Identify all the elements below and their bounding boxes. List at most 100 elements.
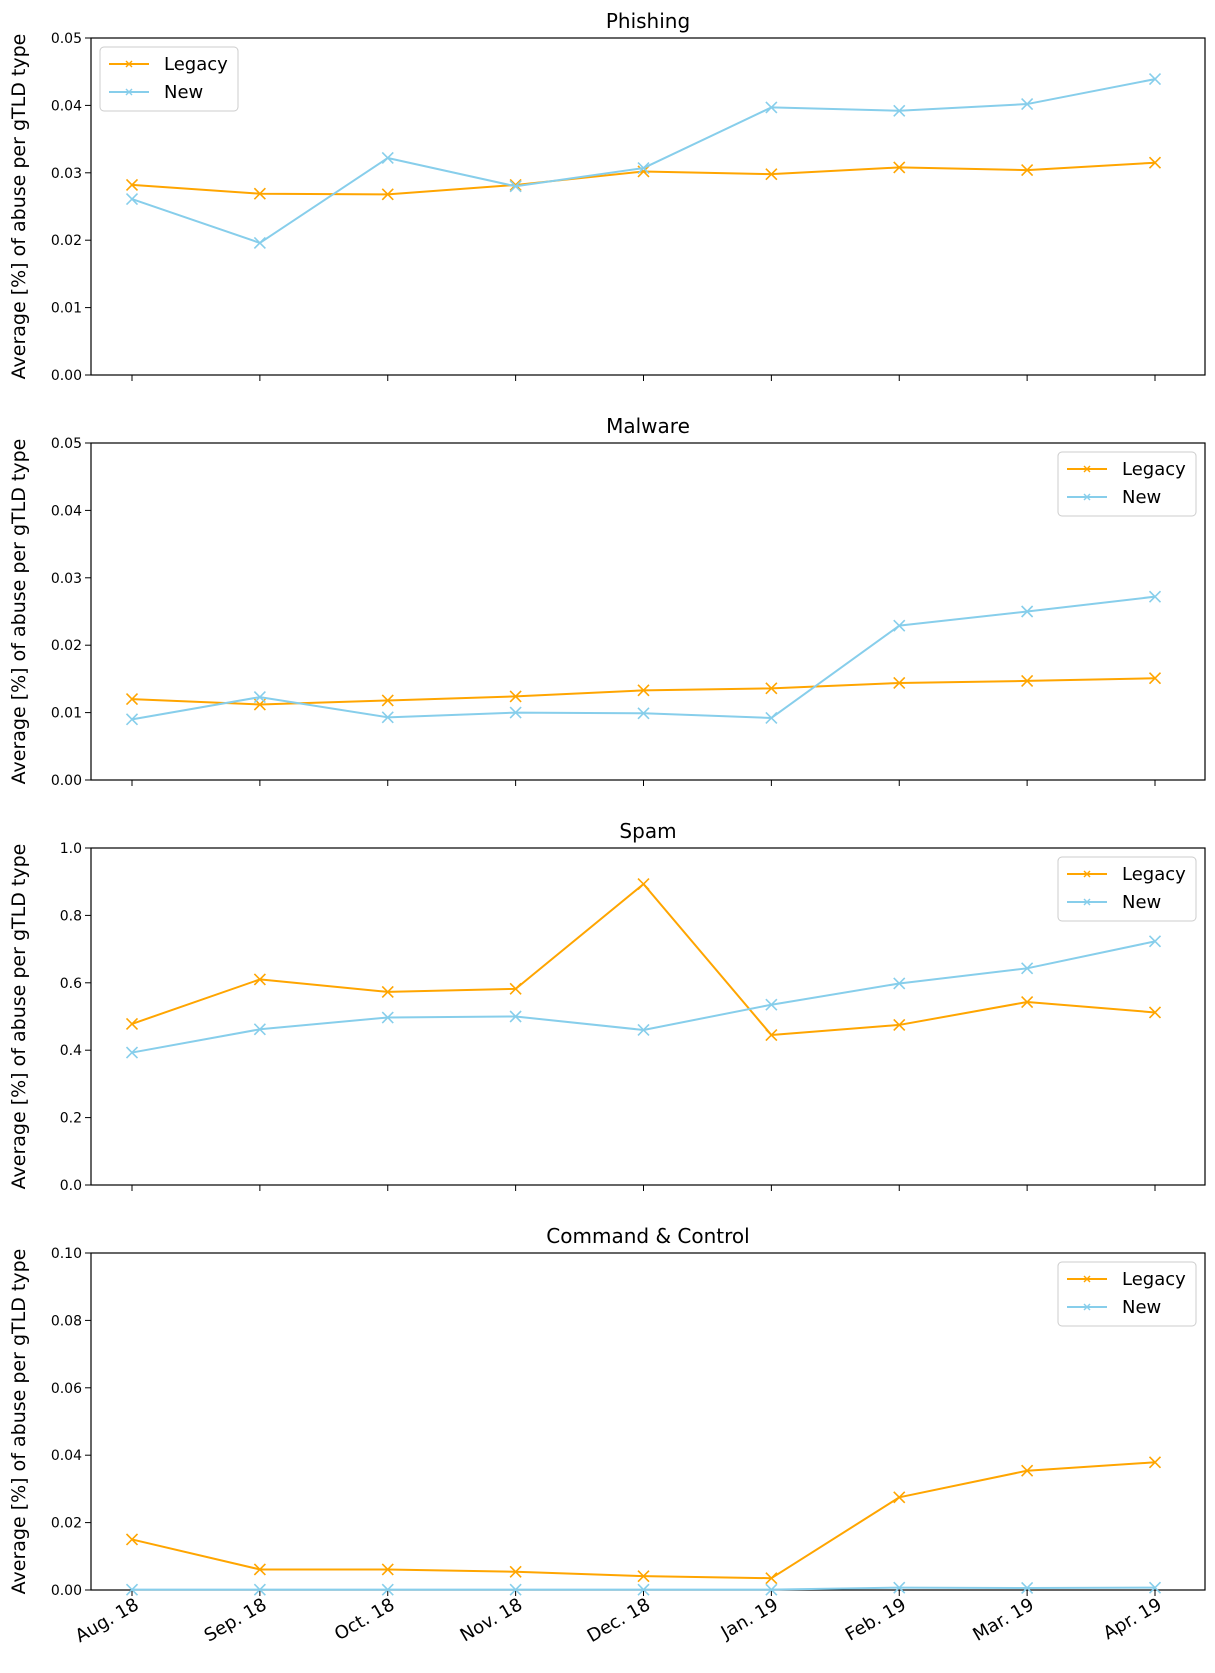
axes-frame xyxy=(90,1252,1206,1591)
data-point xyxy=(637,877,650,891)
subplot-title: Phishing xyxy=(606,9,690,33)
data-point xyxy=(1021,995,1034,1009)
legend-entry-new: New xyxy=(109,82,203,103)
x-tick-label: Oct. 18 xyxy=(331,1594,398,1645)
data-point xyxy=(253,1563,266,1576)
subplot-title: Spam xyxy=(619,819,676,843)
y-axis-label: Average [%] of abuse per gTLD type xyxy=(8,844,30,1190)
y-tick-label: 0.04 xyxy=(51,98,82,114)
data-point xyxy=(893,104,906,117)
data-point xyxy=(637,1570,650,1583)
data-point xyxy=(1021,1464,1034,1477)
subplot-title: Malware xyxy=(606,414,690,438)
data-point xyxy=(509,1583,522,1596)
y-tick-label: 0.00 xyxy=(51,368,82,384)
series-new xyxy=(125,73,1162,249)
data-point xyxy=(765,998,778,1011)
data-point xyxy=(1148,672,1162,685)
x-tick-label: Dec. 18 xyxy=(584,1594,654,1647)
data-point xyxy=(1148,156,1162,169)
data-point xyxy=(893,1581,906,1594)
legend: Legacy New xyxy=(99,46,239,112)
data-point xyxy=(253,1023,266,1036)
data-point xyxy=(893,619,906,632)
y-tick-label: 0.03 xyxy=(51,571,82,587)
data-point xyxy=(1021,97,1034,111)
legend-entry-new: New xyxy=(1067,1297,1161,1318)
data-point xyxy=(893,1491,906,1504)
series-legacy xyxy=(125,1456,1162,1585)
data-point xyxy=(125,1046,139,1059)
data-point xyxy=(1021,1581,1034,1595)
legend: Legacy New xyxy=(1057,856,1197,922)
y-tick-label: 0.05 xyxy=(51,31,82,47)
x-tick-label: Jan. 19 xyxy=(717,1594,782,1644)
data-point xyxy=(253,691,266,704)
data-point xyxy=(765,682,778,695)
data-point xyxy=(381,985,394,998)
data-point xyxy=(125,178,139,191)
y-tick-label: 0.8 xyxy=(60,908,82,924)
data-point xyxy=(637,162,650,175)
y-tick-label: 1.0 xyxy=(60,841,82,857)
y-tick-label: 0.04 xyxy=(51,503,82,519)
y-tick-label: 0.05 xyxy=(51,436,82,452)
series-new xyxy=(125,935,1162,1059)
data-point xyxy=(509,1565,522,1578)
data-point xyxy=(381,1583,394,1596)
subplot-3: Command & Control Average [%] of abuse pe… xyxy=(8,1224,1206,1647)
data-point xyxy=(893,977,906,990)
axes-frame xyxy=(90,442,1206,781)
x-tick-label: Sep. 18 xyxy=(201,1594,271,1646)
data-point xyxy=(125,193,139,206)
legend-label: Legacy xyxy=(1122,1269,1186,1290)
legend-label: New xyxy=(1122,487,1161,508)
y-tick-label: 0.2 xyxy=(60,1111,82,1127)
data-point xyxy=(765,711,778,725)
series-line xyxy=(131,940,1156,1054)
subplot-1: Malware Average [%] of abuse per gTLD typ… xyxy=(8,414,1206,789)
y-tick-label: 0.0 xyxy=(60,1178,82,1194)
legend-entry-legacy: Legacy xyxy=(1067,1269,1186,1290)
data-point xyxy=(509,706,522,719)
data-point xyxy=(125,693,139,706)
series-line xyxy=(131,595,1156,721)
data-point xyxy=(125,1583,139,1596)
data-point xyxy=(509,1010,522,1023)
data-point xyxy=(1148,590,1162,603)
subplot-title: Command & Control xyxy=(546,1224,749,1248)
data-point xyxy=(509,180,522,193)
data-point xyxy=(637,1023,650,1037)
data-point xyxy=(1148,1581,1162,1594)
data-point xyxy=(253,973,266,986)
x-tick-label: Mar. 19 xyxy=(969,1594,1037,1646)
data-point xyxy=(893,676,906,690)
data-point xyxy=(509,178,522,191)
y-tick-label: 0.02 xyxy=(51,1516,82,1532)
legend-entry-legacy: Legacy xyxy=(109,54,228,75)
data-point xyxy=(1148,1456,1162,1469)
data-point xyxy=(765,101,778,114)
legend-label: Legacy xyxy=(164,54,228,75)
data-point xyxy=(637,707,650,720)
legend-label: New xyxy=(1122,892,1161,913)
y-tick-label: 0.03 xyxy=(51,166,82,182)
data-point xyxy=(381,188,394,201)
axes-frame xyxy=(90,37,1206,376)
y-axis-label: Average [%] of abuse per gTLD type xyxy=(8,34,30,380)
x-tick-label: Nov. 18 xyxy=(457,1594,526,1646)
data-point xyxy=(1021,674,1034,687)
subplot-2: Spam Average [%] of abuse per gTLD type 0.… xyxy=(8,819,1206,1194)
data-point xyxy=(765,168,778,181)
y-tick-label: 0.02 xyxy=(51,233,82,249)
series-line xyxy=(131,78,1156,244)
data-point xyxy=(1021,605,1034,618)
y-tick-label: 0.01 xyxy=(51,706,82,722)
subplot-0: Phishing Average [%] of abuse per gTLD ty… xyxy=(8,9,1206,384)
series-new xyxy=(125,1581,1162,1596)
data-point xyxy=(765,1583,778,1596)
data-point xyxy=(381,694,394,707)
y-axis-label: Average [%] of abuse per gTLD type xyxy=(8,1249,30,1595)
data-point xyxy=(125,1017,139,1030)
